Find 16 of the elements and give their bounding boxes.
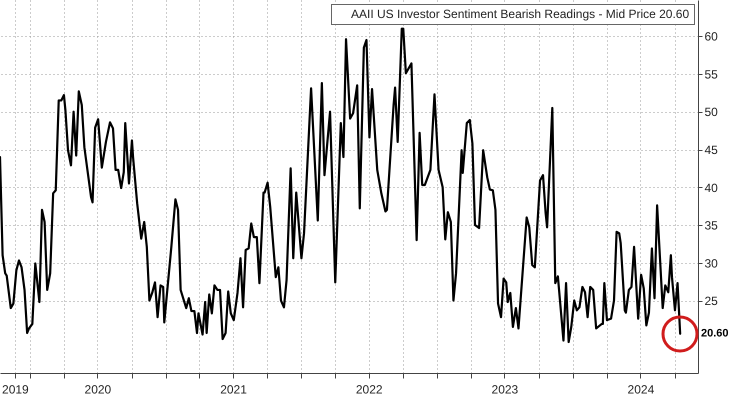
- x-tick-label: 2020: [84, 382, 112, 396]
- y2-tick-label: 25: [704, 294, 718, 308]
- x-tick-label: 2021: [220, 382, 248, 396]
- x-tick-label: 2024: [628, 382, 655, 396]
- y2-tick-label: 30: [704, 256, 718, 270]
- y2-tick-label: 50: [704, 105, 718, 120]
- y2-tick-label: 40: [704, 180, 718, 195]
- x-tick-label: 2019: [2, 382, 30, 396]
- y2-tick-label: 60: [704, 30, 718, 44]
- y2-tick-label: 55: [704, 67, 718, 82]
- x-tick-label: 2022: [356, 382, 383, 396]
- text: 20.60: [701, 328, 729, 340]
- x-tick-label: 2023: [492, 382, 519, 396]
- y2-tick-label: 45: [704, 143, 718, 157]
- series-label: AAII US Investor Sentiment Bearish Readings - Mid Price 20.60: [351, 7, 690, 21]
- y2-tick-label: 35: [704, 218, 718, 233]
